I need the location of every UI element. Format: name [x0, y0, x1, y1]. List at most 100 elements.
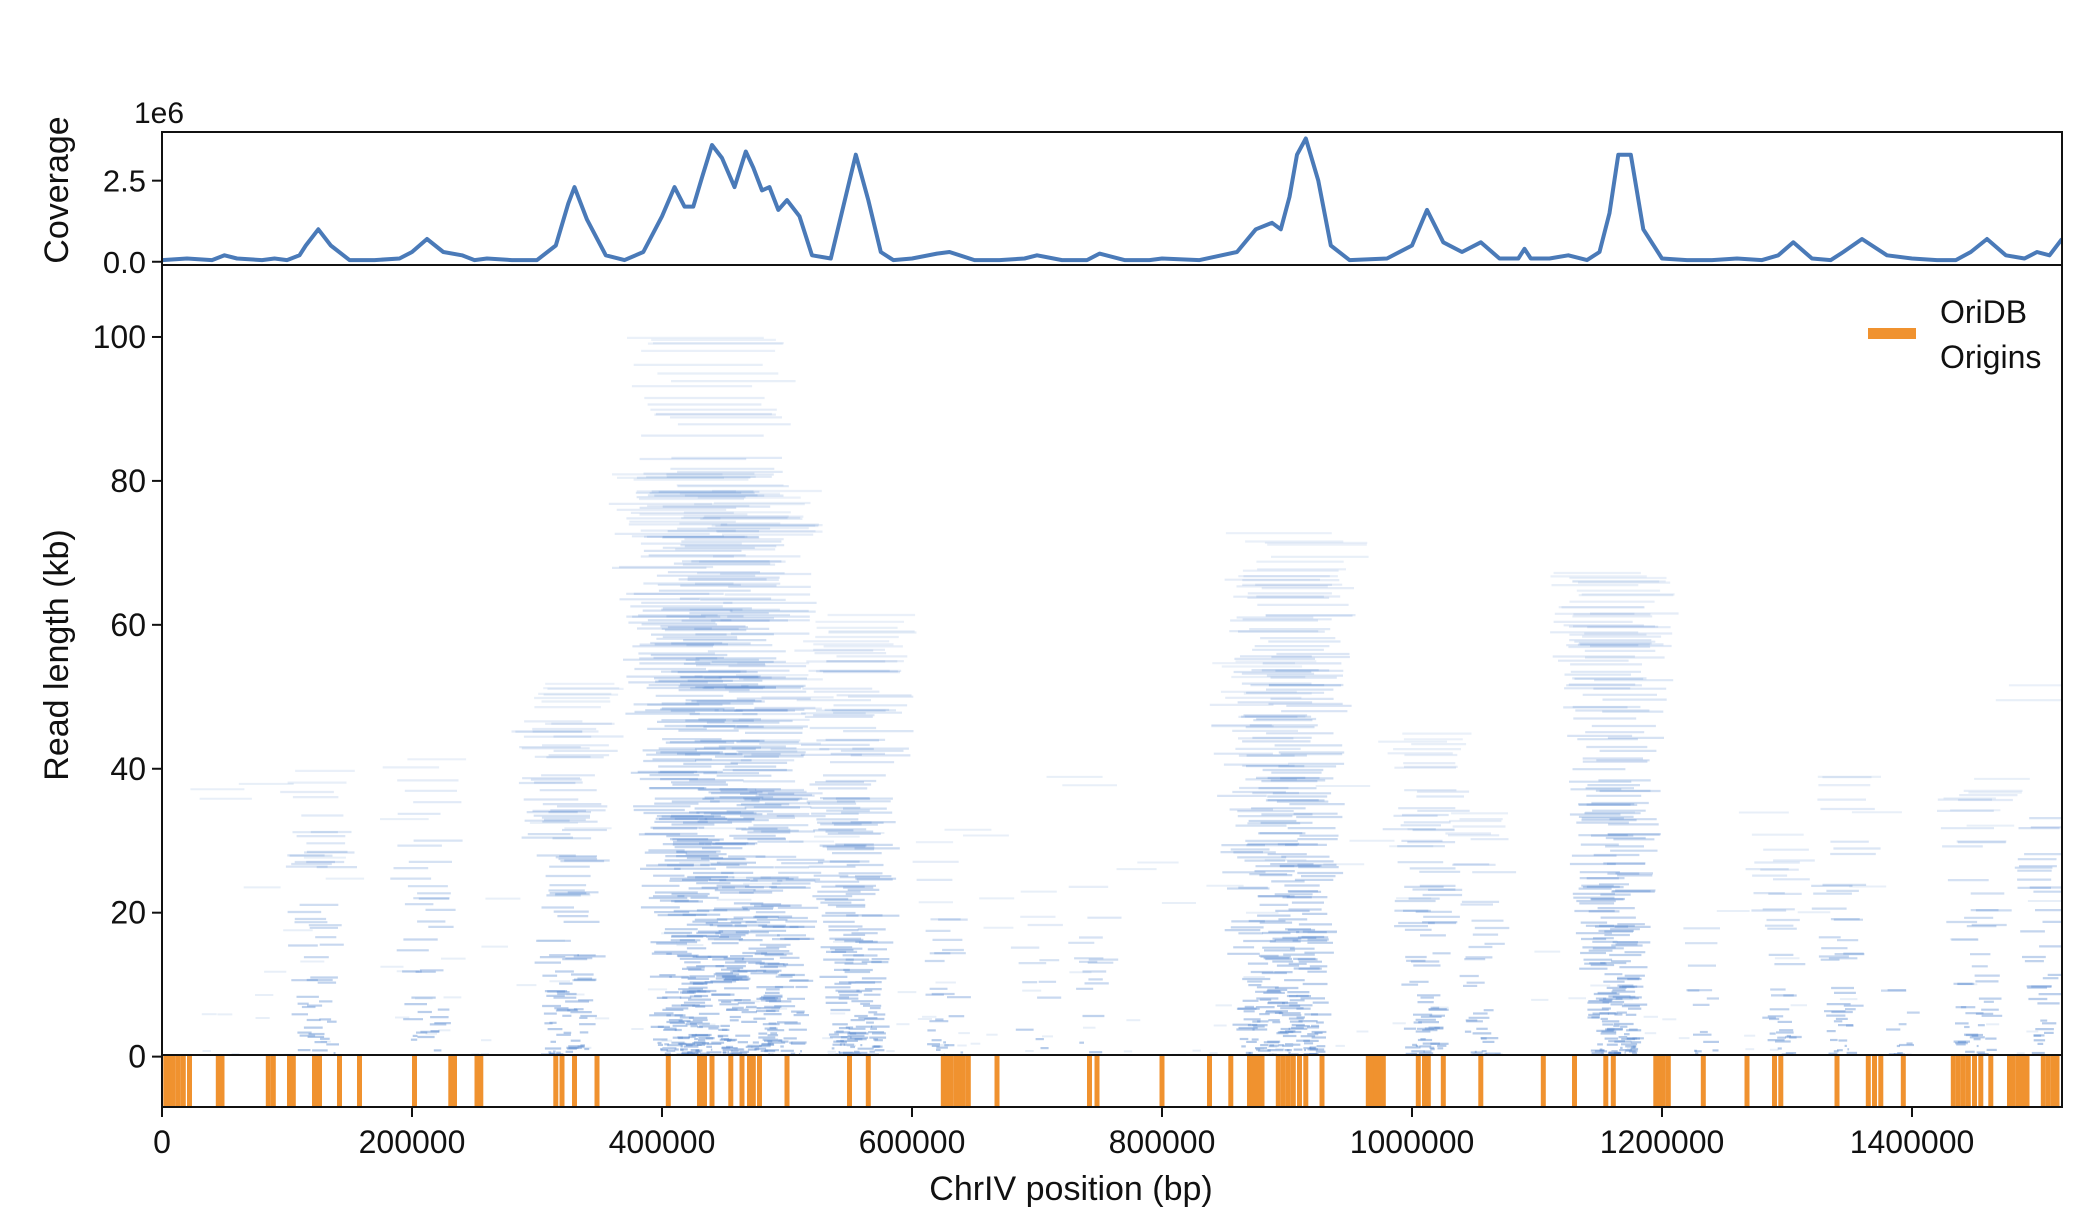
origin-marker [757, 1056, 762, 1106]
origin-marker [2040, 1056, 2046, 1106]
coverage-frame [161, 131, 2063, 266]
origin-marker [1250, 1056, 1256, 1106]
reads-xticks: 0 200000 400000 600000 800000 1000000 1200000 1… [153, 1107, 1974, 1160]
origin-marker [1319, 1056, 1325, 1106]
coverage-ylabel: Coverage [38, 116, 76, 263]
reads-xtick-label: 1400000 [1850, 1124, 1975, 1160]
reads-ytick-label: 0 [128, 1039, 146, 1075]
origin-marker [665, 1056, 671, 1106]
origin-marker [452, 1056, 457, 1106]
origin-marker [175, 1056, 181, 1106]
origin-marker [1280, 1056, 1286, 1106]
origin-marker [1950, 1056, 1956, 1106]
origin-marker [1380, 1056, 1386, 1106]
origin-marker [1657, 1056, 1662, 1106]
legend-swatch-origins [1868, 328, 1916, 339]
origins-layer [163, 1056, 2060, 1106]
origin-marker [1572, 1056, 1577, 1106]
origin-marker [784, 1056, 790, 1106]
origin-marker [1865, 1056, 1871, 1106]
origin-marker [187, 1056, 192, 1106]
origin-marker [994, 1056, 1000, 1106]
origin-marker [702, 1056, 707, 1106]
legend: OriDB Origins [1868, 294, 2041, 375]
origin-marker [709, 1056, 715, 1106]
origin-marker [1988, 1056, 1994, 1106]
origin-marker [312, 1056, 317, 1106]
origin-marker [1900, 1056, 1906, 1106]
origin-marker [1653, 1056, 1659, 1106]
origin-marker [478, 1056, 484, 1106]
origin-marker [1275, 1056, 1281, 1106]
origin-marker [965, 1056, 971, 1106]
origin-marker [944, 1056, 950, 1106]
origin-marker [170, 1056, 176, 1106]
origin-marker [167, 1056, 172, 1106]
origin-marker [1254, 1056, 1260, 1106]
origin-marker [1425, 1056, 1431, 1106]
origin-marker [1415, 1056, 1421, 1106]
origin-marker [2007, 1056, 2012, 1106]
origin-marker [1087, 1056, 1092, 1106]
origin-marker [1665, 1056, 1671, 1106]
origin-marker [337, 1056, 342, 1106]
origin-marker [1540, 1056, 1546, 1106]
reads-xtick-label: 1000000 [1350, 1124, 1475, 1160]
origin-marker [163, 1056, 169, 1106]
origin-marker [2054, 1056, 2060, 1106]
reads-xtick-label: 600000 [859, 1124, 966, 1160]
origin-marker [1772, 1056, 1777, 1106]
origin-marker [270, 1056, 276, 1106]
origin-marker [1965, 1056, 1971, 1106]
origin-marker [960, 1056, 966, 1106]
reads-xtick-label: 400000 [609, 1124, 716, 1160]
legend-label-line1: OriDB [1940, 294, 2027, 330]
coverage-yticks: 0.0 2.5 [103, 164, 162, 280]
origin-marker [739, 1056, 745, 1106]
origin-marker [865, 1056, 871, 1106]
origin-marker [1303, 1056, 1309, 1106]
origin-marker [728, 1056, 734, 1106]
origin-marker [1159, 1056, 1165, 1106]
origin-marker [2015, 1056, 2021, 1106]
origin-marker [1478, 1056, 1484, 1106]
origin-marker [1365, 1056, 1371, 1106]
origin-marker [317, 1056, 322, 1106]
origin-marker [1440, 1056, 1446, 1106]
origin-marker [215, 1056, 221, 1106]
reads-xtick-label: 1200000 [1600, 1124, 1725, 1160]
origin-marker [747, 1056, 752, 1106]
origin-marker [1955, 1056, 1961, 1106]
origin-marker [1972, 1056, 1977, 1106]
coverage-panel: 1e6 Coverage 0.0 2.5 [38, 97, 2063, 280]
coverage-offset-text: 1e6 [134, 97, 184, 130]
reads-xtick-label: 0 [153, 1124, 171, 1160]
reads-ytick-label: 100 [93, 319, 146, 355]
origin-marker [1610, 1056, 1616, 1106]
origin-marker [559, 1056, 565, 1106]
coverage-line [162, 136, 2062, 263]
reads-xtick-label: 200000 [359, 1124, 466, 1160]
origin-marker [1700, 1056, 1706, 1106]
origin-marker [287, 1056, 292, 1106]
origin-marker [1978, 1056, 1984, 1106]
origin-marker [357, 1056, 362, 1106]
origin-marker [1285, 1056, 1291, 1106]
origin-marker [847, 1056, 852, 1106]
origin-marker [1422, 1056, 1427, 1106]
origin-marker [290, 1056, 296, 1106]
reads-ylabel: Read length (kb) [38, 529, 76, 780]
origin-marker [940, 1056, 946, 1106]
coverage-ytick-label: 2.5 [103, 164, 146, 199]
origin-marker [1377, 1056, 1382, 1106]
origin-marker [1660, 1056, 1666, 1106]
reads-xtick-label: 800000 [1109, 1124, 1216, 1160]
reads-frame [161, 264, 2063, 1108]
origin-marker [572, 1056, 577, 1106]
origin-marker [1290, 1056, 1296, 1106]
reads-ytick-label: 20 [110, 895, 146, 931]
origin-marker [697, 1056, 702, 1106]
origin-marker [2045, 1056, 2051, 1106]
origin-marker [1247, 1056, 1252, 1106]
